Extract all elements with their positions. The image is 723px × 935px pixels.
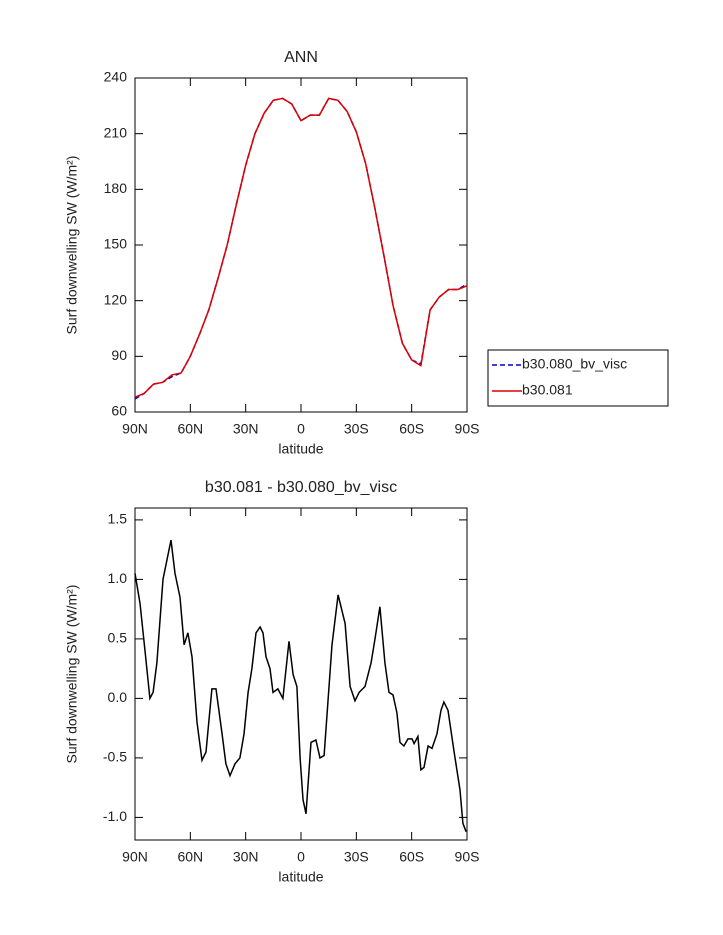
data-line	[134, 539, 467, 832]
x-tick-label: 90S	[455, 421, 480, 437]
x-axis-label: latitude	[278, 441, 323, 457]
y-tick-label: 240	[104, 69, 128, 85]
y-axis-label: Surf downwelling SW (W/m²)	[64, 585, 80, 764]
y-tick-label: 90	[111, 347, 127, 363]
plot-frame	[134, 507, 468, 841]
legend-label: b30.080_bv_visc	[522, 356, 627, 372]
x-tick-label: 90N	[122, 421, 148, 437]
y-tick-label: 180	[104, 180, 128, 196]
y-tick-label: 150	[104, 236, 128, 252]
x-tick-label: 60S	[399, 421, 424, 437]
y-tick-label: 1.5	[108, 511, 128, 527]
x-tick-label: 30N	[233, 849, 259, 865]
y-tick-label: 120	[104, 291, 128, 307]
legend-label: b30.081	[522, 382, 573, 398]
y-tick-label: -0.5	[103, 749, 127, 765]
x-tick-label: 0	[297, 849, 305, 865]
chart-title: b30.081 - b30.080_bv_visc	[205, 479, 397, 496]
x-tick-label: 0	[297, 421, 305, 437]
y-tick-label: 1.0	[108, 570, 128, 586]
y-tick-label: 0.0	[108, 689, 128, 705]
data-line	[134, 97, 468, 398]
chart-title: ANN	[284, 49, 318, 66]
y-tick-label: 0.5	[108, 630, 128, 646]
data-line	[134, 97, 468, 400]
y-axis-label: Surf downwelling SW (W/m²)	[64, 156, 80, 335]
x-tick-label: 30S	[344, 421, 369, 437]
x-tick-label: 60N	[177, 849, 203, 865]
y-tick-label: -1.0	[103, 808, 127, 824]
x-tick-label: 30N	[233, 421, 259, 437]
plot-frame	[134, 77, 468, 413]
x-tick-label: 90N	[122, 849, 148, 865]
y-tick-label: 210	[104, 124, 128, 140]
x-tick-label: 60S	[399, 849, 424, 865]
x-axis-label: latitude	[278, 869, 323, 885]
legend-box	[487, 349, 669, 407]
y-tick-label: 60	[111, 403, 127, 419]
x-tick-label: 30S	[344, 849, 369, 865]
x-tick-label: 90S	[455, 849, 480, 865]
x-tick-label: 60N	[177, 421, 203, 437]
